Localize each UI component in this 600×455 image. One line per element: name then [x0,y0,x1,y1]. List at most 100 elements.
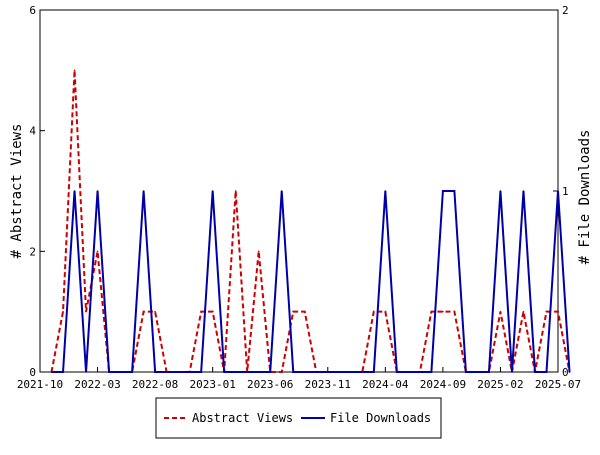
data-point-file-downloads [257,371,260,373]
data-point-file-downloads [568,371,571,373]
x-tick-label: 2025-02 [477,378,523,391]
data-point-file-downloads [108,371,110,373]
y-left-tick-label: 2 [29,245,36,258]
data-point-file-downloads [384,190,387,192]
data-point-file-downloads [430,371,433,373]
data-point-abstract-views [499,310,502,313]
data-point-abstract-views [373,310,375,313]
legend-box [155,397,442,439]
data-point-abstract-views [62,310,64,313]
data-point-file-downloads [165,371,168,373]
data-point-abstract-views [557,310,559,313]
data-point-abstract-views [96,250,99,253]
data-point-file-downloads [396,371,398,373]
x-axis-ticks: 2021-10 2022-03 2022-08 2023-01 2023-06 2023-… [17,367,581,391]
x-tick-label: 2022-03 [74,378,120,391]
data-point-abstract-views [384,310,387,313]
data-point-file-downloads [85,371,87,373]
data-point-file-downloads [200,371,202,373]
data-point-file-downloads [177,371,179,373]
data-point-file-downloads [338,371,341,373]
x-tick-label: 2025-07 [535,378,581,391]
data-point-file-downloads [211,190,214,192]
data-point-abstract-views [442,310,444,313]
data-point-file-downloads [373,371,375,373]
data-point-abstract-views [545,310,548,313]
data-point-file-downloads [303,371,306,373]
data-point-file-downloads [361,371,364,373]
data-point-file-downloads [269,371,272,373]
data-point-file-downloads [557,190,559,192]
x-tick-label: 2023-11 [305,378,351,391]
y-right-tick-label: 1 [562,185,569,198]
data-point-abstract-views [430,310,433,313]
y-right-tick-label: 0 [562,366,569,379]
data-point-file-downloads [292,371,295,373]
series-layer [50,69,571,373]
x-tick-label: 2023-06 [247,378,293,391]
data-point-file-downloads [131,371,133,373]
data-point-file-downloads [50,371,53,373]
plot-frame [39,9,559,373]
data-point-file-downloads [453,190,456,192]
data-point-file-downloads [488,371,490,373]
data-point-file-downloads [142,190,145,192]
data-point-file-downloads [350,371,352,373]
data-point-file-downloads [119,371,122,373]
series-line-file-downloads [51,190,571,373]
y-right-axis-title: # File Downloads [577,130,593,265]
data-point-abstract-views [234,190,237,192]
data-point-abstract-views [280,371,283,373]
data-point-file-downloads [442,190,444,192]
data-point-abstract-views [292,310,295,313]
data-point-file-downloads [534,371,536,373]
data-point-abstract-views [211,310,214,313]
data-point-abstract-views [200,310,202,313]
legend-label-file-downloads: File Downloads [330,411,431,425]
data-point-abstract-views [85,310,87,313]
data-point-abstract-views [257,250,260,253]
data-point-file-downloads [522,190,525,192]
data-point-abstract-views [303,310,306,313]
legend-label-abstract-views: Abstract Views [192,411,293,425]
data-point-file-downloads [246,371,248,373]
data-point-file-downloads [280,190,283,192]
y-left-axis-ticks: 0 2 4 6 [29,4,45,379]
y-right-tick-label: 2 [562,4,569,17]
data-point-file-downloads [315,371,318,373]
legend: Abstract Views File Downloads [155,397,442,439]
data-point-file-downloads [73,190,76,192]
x-tick-label: 2021-10 [17,378,63,391]
y-left-tick-label: 0 [29,366,36,379]
data-point-file-downloads [62,371,64,373]
data-point-file-downloads [234,371,237,373]
data-point-file-downloads [545,371,548,373]
data-point-file-downloads [511,371,513,373]
x-tick-label: 2022-08 [132,378,178,391]
data-point-file-downloads [223,371,225,373]
y-left-tick-label: 6 [29,4,36,17]
data-point-file-downloads [419,371,421,373]
data-point-abstract-views [453,310,456,313]
y-right-axis-ticks: 0 1 2 [553,4,569,379]
data-point-abstract-views [522,310,525,313]
x-tick-label: 2023-01 [189,378,235,391]
data-point-file-downloads [499,190,502,192]
data-point-abstract-views [154,310,156,313]
x-tick-label: 2024-04 [362,378,409,391]
data-point-file-downloads [465,371,467,373]
data-point-file-downloads [476,371,479,373]
data-point-file-downloads [154,371,156,373]
data-point-file-downloads [188,371,191,373]
data-point-abstract-views [73,69,76,72]
data-point-file-downloads [326,371,329,373]
data-point-abstract-views [142,310,145,313]
data-point-file-downloads [407,371,410,373]
data-point-file-downloads [96,190,99,192]
x-tick-label: 2024-09 [420,378,466,391]
series-line-abstract-views [50,70,571,373]
y-left-tick-label: 4 [29,125,36,138]
y-left-axis-title: # Abstract Views [9,124,25,259]
